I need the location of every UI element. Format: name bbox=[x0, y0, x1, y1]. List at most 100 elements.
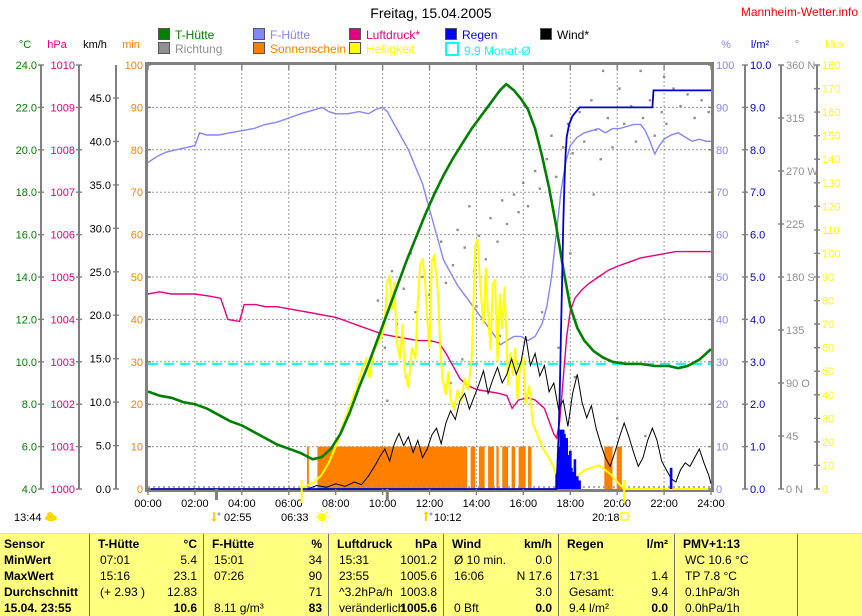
svg-text:1007: 1007 bbox=[51, 187, 75, 199]
legend-label: F-Hütte bbox=[270, 28, 311, 42]
svg-text:8.0: 8.0 bbox=[22, 399, 37, 411]
svg-text:180: 180 bbox=[822, 60, 840, 72]
svg-text:70: 70 bbox=[822, 319, 834, 331]
svg-text:°: ° bbox=[795, 39, 799, 51]
series-sonnenschein bbox=[307, 446, 622, 489]
legend-label: Richtung bbox=[175, 42, 223, 56]
legend-swatch-icon bbox=[445, 28, 457, 40]
table-col-header: T-Hütte bbox=[98, 537, 140, 551]
svg-text:30: 30 bbox=[822, 413, 834, 425]
legend-item-helligkeit: Helligkeit bbox=[349, 42, 415, 55]
table-value: 83 bbox=[308, 601, 322, 615]
svg-text:50: 50 bbox=[822, 366, 834, 378]
table-col-header: Regen bbox=[567, 537, 604, 551]
svg-text:klux: klux bbox=[825, 39, 845, 51]
table-value-label: 07:26 bbox=[214, 569, 245, 583]
svg-text:02:00: 02:00 bbox=[181, 498, 209, 510]
table-value-label: 0 Bft bbox=[454, 601, 479, 615]
event-ticks bbox=[215, 480, 626, 503]
table-value-label: 15:16 bbox=[100, 569, 131, 583]
svg-text:140: 140 bbox=[822, 154, 840, 166]
table-col-header: Luftdruck bbox=[337, 537, 393, 551]
svg-text:30: 30 bbox=[716, 357, 728, 369]
table-value-label: Gesamt: bbox=[569, 585, 615, 599]
svg-text:16.0: 16.0 bbox=[16, 230, 37, 242]
legend-swatch-icon bbox=[349, 42, 361, 54]
legend-swatch-icon bbox=[445, 42, 459, 56]
table-value: 34 bbox=[308, 553, 322, 567]
svg-text:110: 110 bbox=[822, 225, 840, 237]
svg-text:60: 60 bbox=[131, 230, 143, 242]
svg-text:45: 45 bbox=[786, 431, 798, 443]
sun-icon bbox=[315, 510, 329, 524]
svg-text:%: % bbox=[721, 39, 731, 51]
table-value-label: 0.0hPa/1h bbox=[685, 601, 740, 615]
svg-text:20.0: 20.0 bbox=[90, 310, 111, 322]
table-value: 5.4 bbox=[180, 553, 197, 567]
legend-item-richtung: Richtung bbox=[158, 42, 222, 55]
table-column-separator bbox=[443, 534, 444, 616]
table-value-label: ^3.2hPa/h bbox=[339, 585, 393, 599]
gridlines bbox=[148, 65, 711, 489]
series-richtung bbox=[376, 69, 710, 438]
legend-item-wind-: Wind* bbox=[540, 28, 589, 41]
svg-text:100: 100 bbox=[125, 60, 143, 72]
legend-label: Sonnenschein bbox=[270, 42, 347, 56]
table-value: 12.83 bbox=[166, 585, 197, 599]
series-t-huette bbox=[147, 82, 712, 461]
table-value: 9.4 bbox=[651, 585, 668, 599]
table-value-label: 15:31 bbox=[339, 553, 370, 567]
svg-text:5.0: 5.0 bbox=[750, 272, 765, 284]
table-value: 90 bbox=[308, 569, 322, 583]
table-value-label: 17:31 bbox=[569, 569, 600, 583]
svg-text:20: 20 bbox=[822, 437, 834, 449]
table-value: 1005.6 bbox=[400, 601, 437, 615]
svg-text:3.0: 3.0 bbox=[750, 357, 765, 369]
svg-text:130: 130 bbox=[822, 178, 840, 190]
svg-text:70: 70 bbox=[131, 187, 143, 199]
svg-text:1.0: 1.0 bbox=[750, 442, 765, 454]
svg-text:1008: 1008 bbox=[51, 145, 75, 157]
legend-item-f-h-tte: F-Hütte bbox=[253, 28, 310, 41]
svg-text:1010: 1010 bbox=[51, 60, 75, 72]
svg-text:25.0: 25.0 bbox=[90, 267, 111, 279]
svg-text:80: 80 bbox=[822, 296, 834, 308]
legend-swatch-icon bbox=[253, 28, 265, 40]
table-value-label: WC 10.6 °C bbox=[685, 553, 749, 567]
svg-text:9.0: 9.0 bbox=[750, 102, 765, 114]
svg-text:360 N: 360 N bbox=[786, 60, 815, 72]
table-col-header: Wind bbox=[452, 537, 482, 551]
table-value-label: TP 7.8 °C bbox=[685, 569, 737, 583]
x-axis: 00:00 02:00 04:00 06:00 08:00 10:00 12:00 14:00… bbox=[134, 65, 725, 510]
svg-text:08:00: 08:00 bbox=[322, 498, 350, 510]
site-link[interactable]: Mannheim-Wetter.info bbox=[740, 5, 858, 19]
svg-text:50: 50 bbox=[716, 272, 728, 284]
svg-text:160: 160 bbox=[822, 107, 840, 119]
table-col-unit: % bbox=[311, 537, 322, 551]
legend-swatch-icon bbox=[253, 42, 265, 54]
svg-text:10.0: 10.0 bbox=[16, 357, 37, 369]
svg-text:10: 10 bbox=[822, 460, 834, 472]
svg-text:40: 40 bbox=[716, 314, 728, 326]
svg-text:1001: 1001 bbox=[51, 442, 75, 454]
svg-text:°C: °C bbox=[19, 39, 31, 51]
table-value: 0.0 bbox=[535, 553, 552, 567]
table-row-label: MinWert bbox=[4, 553, 52, 567]
table-value-label: Ø 10 min. bbox=[454, 553, 507, 567]
table-value: 1001.2 bbox=[400, 553, 437, 567]
svg-text:1000: 1000 bbox=[51, 484, 75, 496]
astro-markers: 13:44 02:55 06:33 10:12 20:18 bbox=[14, 510, 629, 524]
svg-text:6.0: 6.0 bbox=[22, 442, 37, 454]
svg-text:4.0: 4.0 bbox=[22, 484, 37, 496]
svg-text:35.0: 35.0 bbox=[90, 180, 111, 192]
svg-text:10: 10 bbox=[716, 442, 728, 454]
svg-text:135: 135 bbox=[786, 325, 804, 337]
table-col-unit: km/h bbox=[523, 537, 552, 551]
table-value: 0.0 bbox=[535, 601, 552, 615]
svg-text:40: 40 bbox=[131, 314, 143, 326]
svg-text:315: 315 bbox=[786, 113, 804, 125]
svg-text:20.0: 20.0 bbox=[16, 145, 37, 157]
legend-label: Luftdruck* bbox=[366, 28, 421, 42]
page-title: Freitag, 15.04.2005 bbox=[370, 5, 492, 21]
